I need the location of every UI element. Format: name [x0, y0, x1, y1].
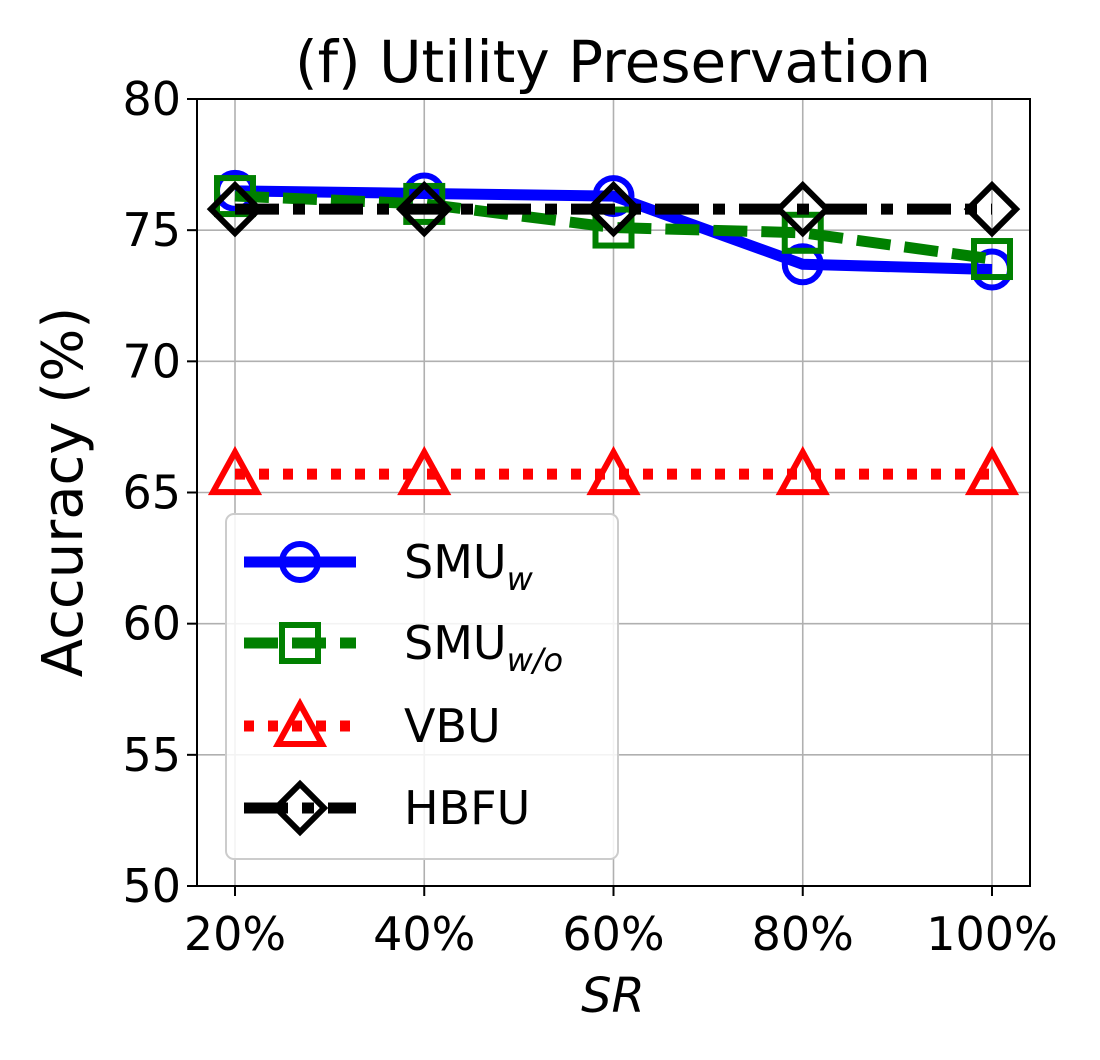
x-axis-label: SR: [581, 968, 645, 1024]
y-tick-label: 70: [122, 334, 181, 388]
y-tick-label: 75: [122, 203, 181, 257]
legend-label: HBFU: [404, 781, 530, 835]
legend-marker: [279, 622, 321, 664]
y-tick-label: 65: [122, 466, 181, 520]
series-layer: [206, 169, 1021, 496]
data-point: [964, 445, 1020, 496]
data-point: [775, 445, 830, 496]
data-point: [396, 180, 453, 238]
legend-label: SMUw/o: [404, 616, 563, 679]
legend-label: SMUw: [404, 535, 534, 598]
legend-marker: [272, 697, 328, 747]
data-point: [207, 445, 263, 496]
legend: SMUw SMUw/o VBU HBFU: [225, 513, 619, 860]
x-tick-label: 60%: [562, 907, 664, 961]
data-point: [585, 180, 642, 238]
x-tick-label: 20%: [184, 907, 286, 961]
legend-marker: [271, 779, 329, 837]
y-tick-label: 55: [122, 728, 181, 782]
legend-frame: [225, 513, 619, 860]
data-point: [781, 211, 824, 254]
y-axis-label: Accuracy (%): [31, 307, 96, 677]
x-ticks: 20% 40% 60% 80% 100%: [184, 886, 1058, 961]
y-tick-label: 50: [122, 859, 181, 913]
x-tick-label: 40%: [373, 907, 475, 961]
data-point: [971, 238, 1013, 281]
series-line: [234, 190, 993, 265]
chart-title: (f) Utility Preservation: [295, 28, 931, 96]
y-ticks: 50 55 60 65 70 75 80: [122, 72, 197, 913]
data-point: [781, 243, 824, 286]
data-point: [774, 180, 831, 238]
data-point: [397, 445, 452, 496]
data-point: [586, 445, 641, 496]
data-point: [206, 180, 264, 238]
x-tick-label: 80%: [752, 907, 854, 961]
data-point: [963, 180, 1021, 238]
y-tick-label: 60: [122, 597, 181, 651]
series-line: [234, 185, 993, 276]
legend-label: VBU: [404, 699, 501, 753]
x-tick-label: 100%: [926, 907, 1058, 961]
y-tick-label: 80: [122, 72, 181, 126]
series-vbu: [207, 445, 1020, 496]
legend-marker: [279, 541, 321, 583]
series-hbfu: [206, 180, 1021, 238]
